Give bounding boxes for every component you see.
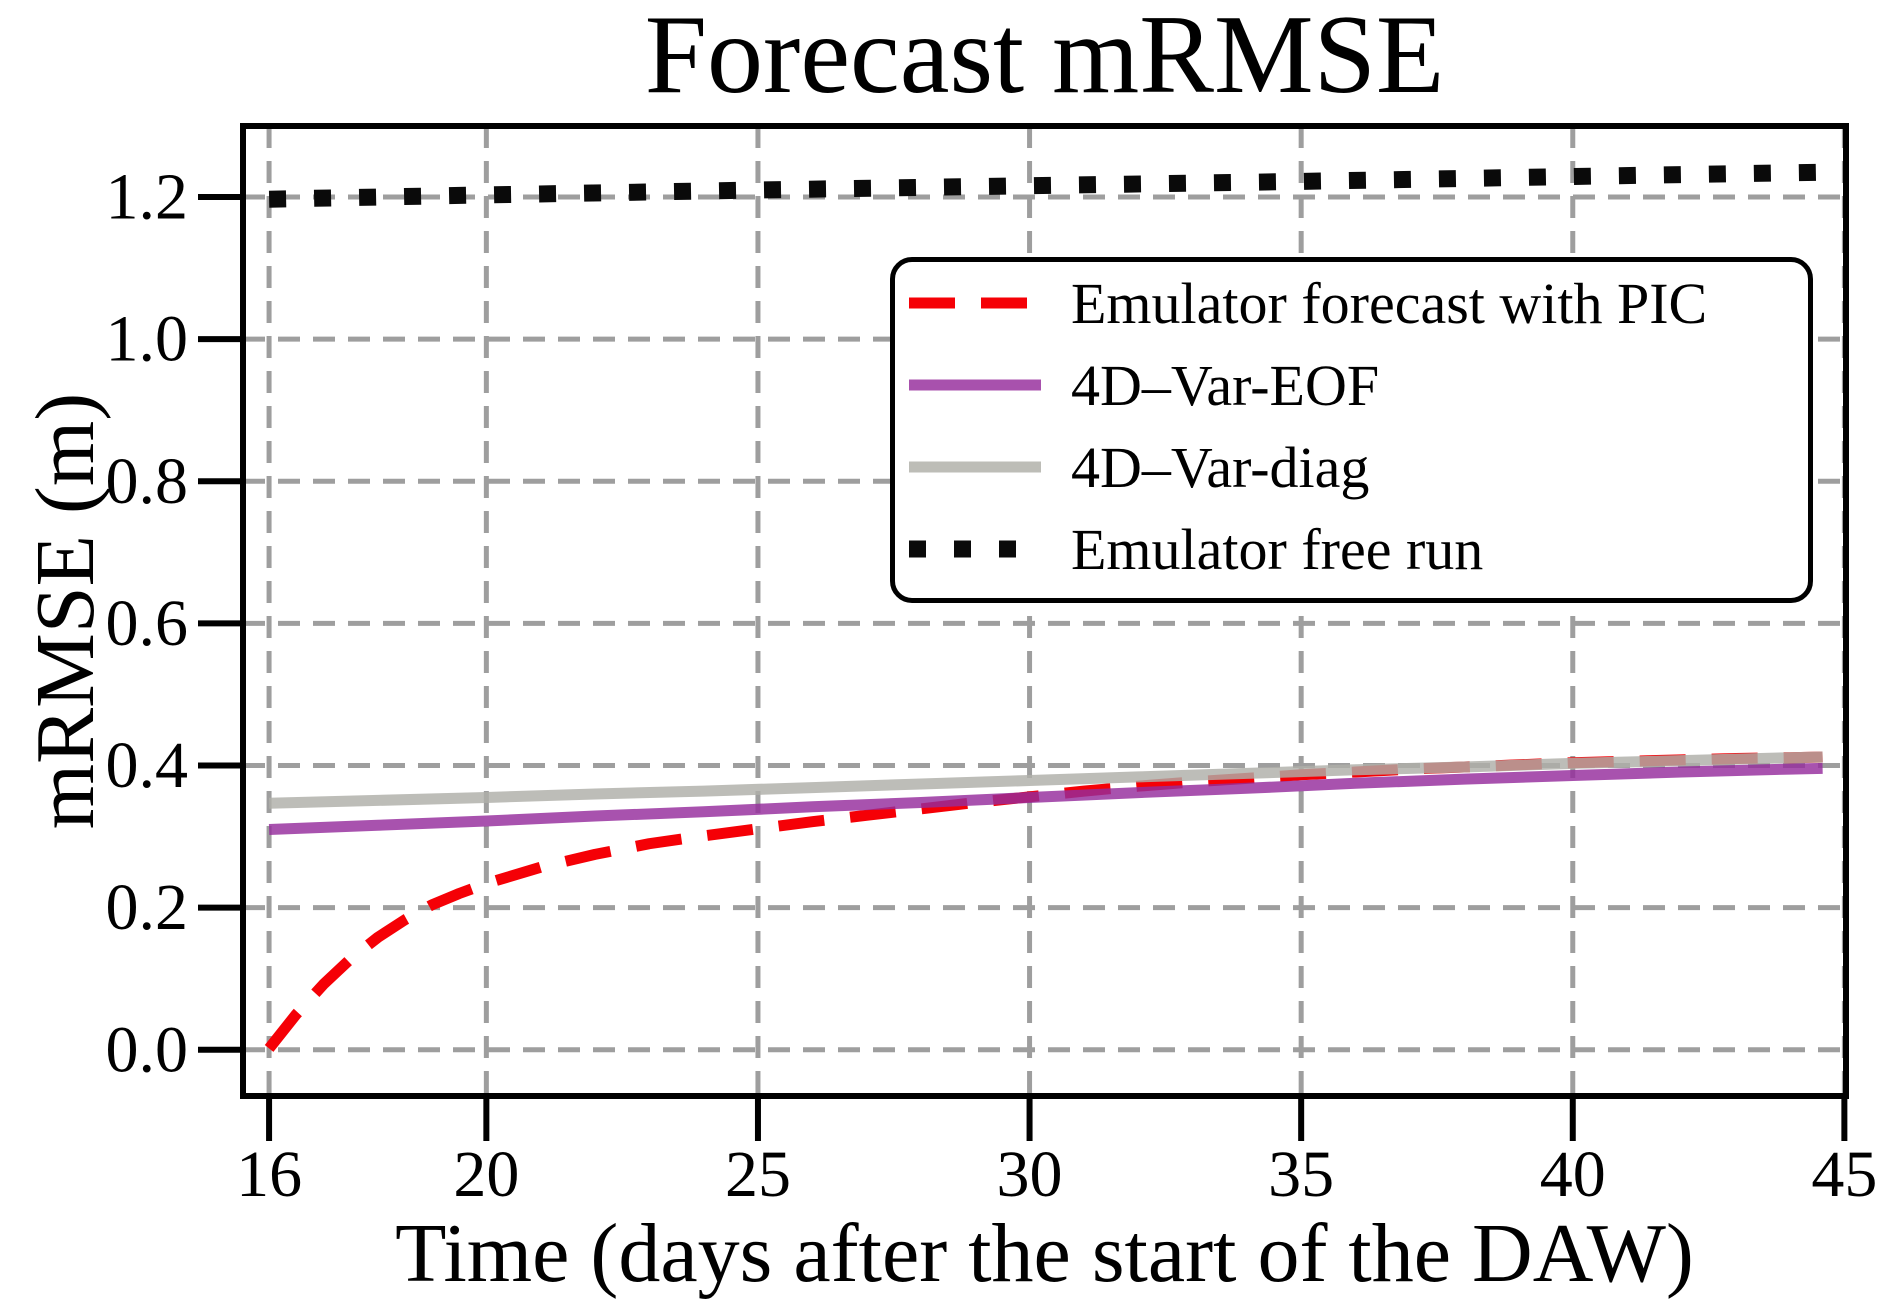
legend-swatch-solid-icon [909,461,1041,473]
legend-item-0: Emulator forecast with PIC [909,262,1808,344]
legend-label: Emulator free run [1071,516,1484,582]
x-axis-label: Time (days after the start of the DAW) [395,1207,1694,1300]
y-tick-label-0.6: 0.6 [106,587,189,660]
plot-border [240,123,1849,1099]
legend-item-3: Emulator free run [909,508,1808,590]
series-line-4d-var-diag [268,751,1823,809]
legend-label: 4D–Var-EOF [1071,352,1380,418]
x-tick-label-30: 30 [997,1138,1063,1211]
x-tick-label-20: 20 [453,1138,519,1211]
x-tick-label-35: 35 [1268,1138,1334,1211]
series-line-4d-var-eof [268,762,1823,835]
y-tick-label-1.2: 1.2 [106,161,189,234]
chart-title: Forecast mRMSE [644,0,1445,117]
y-tick-label-0.4: 0.4 [106,729,189,802]
legend-swatch-dotted-icon [909,540,1041,558]
legend-label: Emulator forecast with PIC [1071,270,1708,336]
legend-box: Emulator forecast with PIC 4D–Var-EOF 4D–V… [890,257,1813,603]
y-tick-label-1.0: 1.0 [106,303,189,376]
x-tick-label-45: 45 [1811,1138,1877,1211]
y-tick-label-0.2: 0.2 [106,871,189,944]
legend-item-1: 4D–Var-EOF [909,344,1808,426]
legend-item-2: 4D–Var-diag [909,426,1808,508]
legend-label: 4D–Var-diag [1071,434,1370,500]
y-tick-label-0.8: 0.8 [106,445,189,518]
x-tick-label-16: 16 [236,1138,302,1211]
x-tick-label-25: 25 [725,1138,791,1211]
x-tick-label-40: 40 [1540,1138,1606,1211]
y-tick-label-0.0: 0.0 [106,1013,189,1086]
legend-swatch-dashed-icon [909,297,1041,309]
legend-swatch-solid-icon [909,379,1041,391]
